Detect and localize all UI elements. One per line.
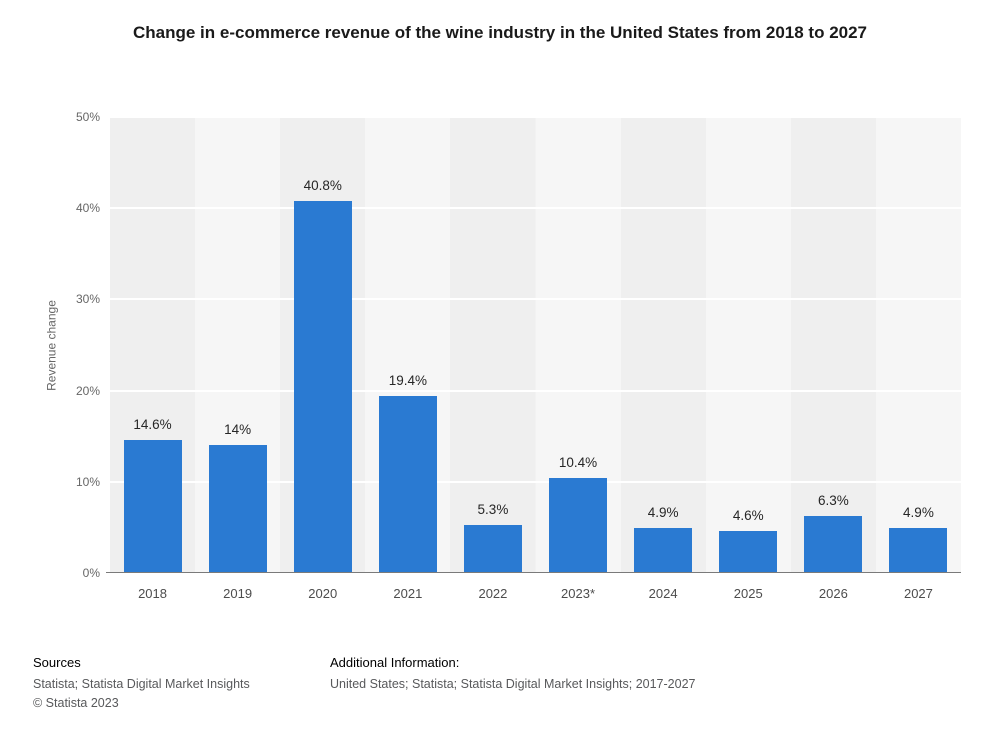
x-tick-label: 2023* xyxy=(561,586,596,601)
plot-area: 14.6% 14% 40.8% 19.4% 5.3% 10.4% 4.9% 4.6% 6.3% 4… xyxy=(106,116,961,573)
x-tick-label: 2026 xyxy=(818,586,848,601)
value-label: 6.3% xyxy=(817,492,849,508)
value-label: 5.3% xyxy=(477,501,509,517)
value-label: 4.9% xyxy=(647,505,679,521)
bar-2023* xyxy=(549,478,608,573)
value-label: 14.6% xyxy=(133,416,172,432)
additional-info-block: Additional Information: United States; S… xyxy=(330,655,695,696)
y-axis-ticks: 0% 10% 20% 30% 40% 50% xyxy=(38,110,100,580)
value-label: 14% xyxy=(224,422,252,438)
bar-2025 xyxy=(719,531,778,573)
bar-2026 xyxy=(804,515,863,573)
column-band xyxy=(875,117,961,573)
x-tick-label: 2019 xyxy=(223,586,253,601)
column-band xyxy=(620,117,706,573)
column-band xyxy=(705,117,791,573)
bar-2021 xyxy=(378,396,437,573)
x-tick-label: 2021 xyxy=(393,586,423,601)
sources-text: Statista; Statista Digital Market Insigh… xyxy=(33,677,250,691)
x-tick-label: 2018 xyxy=(138,586,167,601)
value-label: 19.4% xyxy=(388,373,427,389)
value-label: 10.4% xyxy=(558,455,598,471)
gridline xyxy=(110,389,961,392)
column-band xyxy=(450,117,536,573)
gridline xyxy=(110,116,961,118)
gridline xyxy=(110,298,961,301)
x-tick-label: 2020 xyxy=(308,586,338,601)
x-tick-label: 2022 xyxy=(478,586,508,601)
y-tick-label: 0% xyxy=(82,566,100,580)
column-band xyxy=(790,117,876,573)
additional-info-text: United States; Statista; Statista Digita… xyxy=(330,677,696,691)
copyright-text: © Statista 2023 xyxy=(33,696,119,710)
x-tick-label: 2025 xyxy=(733,586,763,601)
x-tick-label: 2024 xyxy=(648,586,678,601)
additional-info-heading: Additional Information: xyxy=(330,655,460,670)
bar-2027 xyxy=(889,528,948,573)
y-tick-label: 40% xyxy=(75,201,100,216)
bar-2019 xyxy=(208,445,267,573)
gridline xyxy=(110,207,961,210)
chart-title: Change in e-commerce revenue of the wine… xyxy=(132,23,868,42)
y-tick-label: 30% xyxy=(75,292,100,307)
value-label: 4.6% xyxy=(732,508,764,524)
sources-block: Sources Statista; Statista Digital Marke… xyxy=(33,655,250,715)
x-axis-labels: 2018 2019 2020 2021 2022 2023* 2024 2025 2026 202… xyxy=(110,586,961,606)
sources-heading: Sources xyxy=(33,655,81,670)
value-label: 40.8% xyxy=(303,177,342,193)
value-label: 4.9% xyxy=(903,505,934,521)
gridline xyxy=(110,480,961,483)
x-tick-label: 2027 xyxy=(903,586,933,601)
y-tick-label: 20% xyxy=(75,383,100,398)
bar-2024 xyxy=(634,528,693,573)
bar-2020 xyxy=(293,200,352,573)
bar-2022 xyxy=(463,524,522,573)
y-tick-label: 10% xyxy=(75,474,100,489)
y-tick-label: 50% xyxy=(75,110,100,124)
bar-2018 xyxy=(123,439,182,573)
x-axis-line xyxy=(106,572,961,573)
